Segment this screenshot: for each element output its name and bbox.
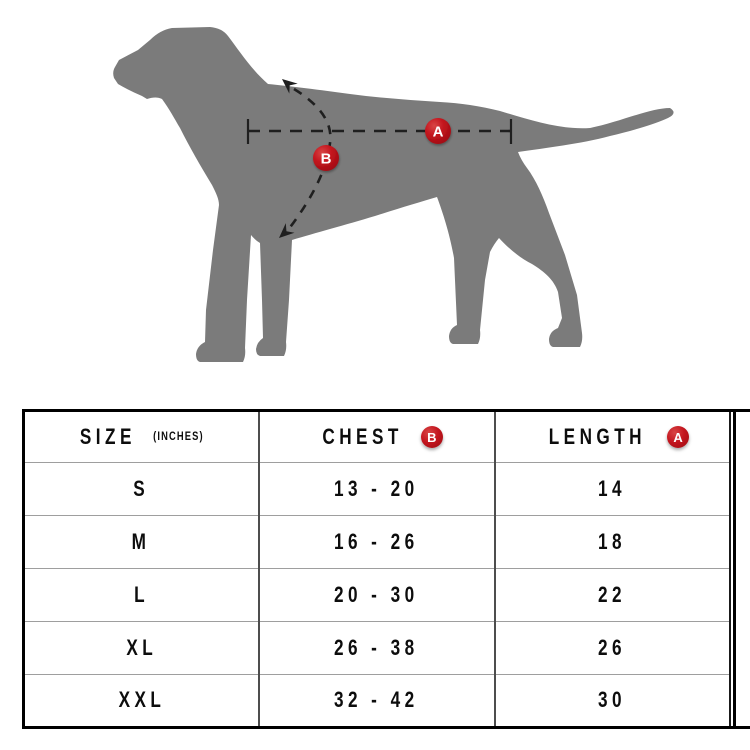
girth-measure-curve — [279, 79, 332, 238]
header-size-label: SIZE — [80, 424, 137, 449]
header-chest: CHEST B — [258, 410, 495, 463]
table-row: XXL 32 - 42 30 — [23, 674, 730, 728]
chest-cell: 32 - 42 — [258, 674, 495, 728]
size-cell: L — [23, 568, 259, 622]
marker-a-label: A — [433, 124, 444, 141]
length-cell: 30 — [493, 674, 730, 728]
table-header-row: SIZE (INCHES) CHEST B LENGTH A — [24, 410, 730, 463]
table-row: XL 26 - 38 26 — [23, 621, 730, 675]
cutoff-column-border — [733, 409, 736, 729]
length-measure-line — [246, 119, 513, 144]
marker-a-badge: A — [425, 118, 451, 144]
table-row: S 13 - 20 14 — [23, 462, 730, 516]
size-table-container: SIZE (INCHES) CHEST B LENGTH A — [22, 409, 731, 729]
size-table: SIZE (INCHES) CHEST B LENGTH A — [22, 409, 731, 729]
header-size: SIZE (INCHES) — [24, 411, 260, 463]
chest-b-badge-icon: B — [420, 426, 443, 448]
length-cell: 26 — [493, 621, 730, 675]
size-cell: M — [23, 515, 259, 569]
chest-cell: 26 - 38 — [258, 621, 495, 675]
size-cell: XXL — [23, 674, 259, 728]
header-chest-label: CHEST — [322, 424, 403, 449]
table-row: L 20 - 30 22 — [23, 568, 730, 622]
length-cell: 14 — [493, 462, 730, 516]
header-length-label: LENGTH — [549, 424, 647, 449]
table-bottom-border-extension — [729, 726, 750, 729]
girth-arrow-up-icon — [282, 79, 298, 94]
header-size-unit: (INCHES) — [153, 429, 204, 443]
chest-cell: 16 - 26 — [258, 515, 495, 569]
table-row: M 16 - 26 18 — [23, 515, 730, 569]
length-a-badge-icon: A — [667, 426, 690, 448]
dog-silhouette — [113, 27, 674, 362]
table-top-border-extension — [729, 409, 750, 412]
chest-cell: 13 - 20 — [258, 462, 495, 516]
dog-measurement-diagram: A B — [113, 27, 674, 362]
marker-b-label: B — [321, 151, 332, 168]
size-cell: S — [23, 462, 259, 516]
girth-arrow-down-icon — [279, 223, 295, 238]
size-cell: XL — [23, 621, 259, 675]
length-cell: 22 — [493, 568, 730, 622]
chest-cell: 20 - 30 — [258, 568, 495, 622]
marker-b-badge: B — [313, 145, 339, 171]
length-cell: 18 — [493, 515, 730, 569]
header-length: LENGTH A — [493, 410, 730, 463]
